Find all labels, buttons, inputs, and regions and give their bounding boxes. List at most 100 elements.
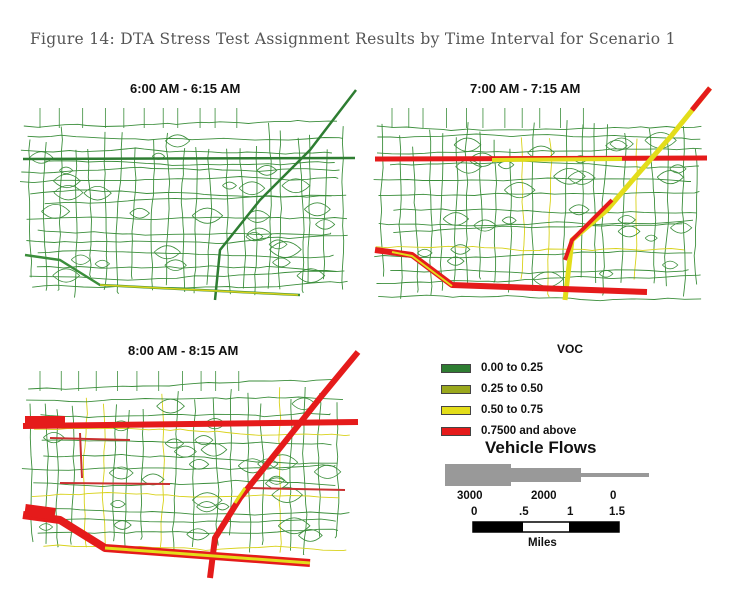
- road-segment: [44, 194, 347, 205]
- local-street: [315, 219, 336, 230]
- road-segment: [34, 427, 350, 437]
- vehicle-flow-bar: [445, 464, 649, 486]
- local-street: [644, 234, 658, 242]
- road-segment: [20, 147, 332, 155]
- road-segment: [130, 147, 137, 280]
- road-segment: [376, 147, 702, 155]
- local-street: [605, 139, 628, 152]
- local-street: [504, 182, 536, 199]
- road-segment: [520, 137, 526, 280]
- network-map-0800: [21, 350, 361, 579]
- road-segment: [377, 133, 701, 140]
- local-street: [446, 256, 465, 266]
- road-segment: [254, 145, 258, 296]
- road-segment: [26, 396, 344, 403]
- legend-swatch: [441, 363, 471, 373]
- road-segment: [508, 148, 513, 293]
- road-segment: [159, 393, 165, 551]
- legend-label: 0.00 to 0.25: [481, 362, 544, 374]
- road-segment: [28, 377, 336, 390]
- freeway-corridor: [690, 86, 712, 112]
- road-segment: [44, 160, 335, 166]
- local-street: [296, 268, 326, 283]
- road-segment: [373, 177, 691, 182]
- road-segment: [82, 397, 88, 548]
- road-segment: [32, 518, 336, 523]
- local-street: [174, 445, 197, 458]
- road-segment: [21, 166, 340, 174]
- road-segment: [592, 123, 597, 284]
- local-street: [153, 245, 181, 260]
- map-panel-0600: 6:00 AM - 6:15 AM: [20, 80, 365, 310]
- local-street: [553, 167, 586, 185]
- local-street: [277, 517, 311, 535]
- local-street: [188, 459, 210, 470]
- road-segment: [26, 508, 350, 516]
- local-street: [568, 204, 590, 216]
- local-street: [617, 215, 636, 225]
- road-segment: [664, 139, 669, 287]
- road-segment: [323, 149, 328, 280]
- freeway-corridor: [22, 419, 359, 429]
- road-segment: [620, 132, 627, 283]
- road-segment: [103, 131, 108, 291]
- road-segment: [26, 234, 348, 245]
- flow-label-3000: 3000: [457, 490, 483, 502]
- local-street: [442, 212, 470, 226]
- road-segment: [376, 125, 702, 131]
- local-street: [192, 492, 223, 508]
- local-street: [417, 248, 433, 257]
- scale-unit-label: Miles: [528, 537, 557, 549]
- road-segment: [212, 398, 220, 546]
- road-segment: [453, 137, 459, 287]
- legend-item-voc-low: 0.00 to 0.25: [441, 361, 543, 375]
- local-street: [245, 231, 264, 242]
- road-segment: [307, 134, 311, 283]
- local-street: [156, 398, 185, 414]
- road-segment: [317, 393, 322, 537]
- road-segment: [33, 479, 336, 488]
- local-street: [194, 435, 214, 446]
- road-segment: [37, 229, 332, 236]
- local-street: [113, 520, 132, 530]
- legend-title: VOC: [557, 342, 584, 356]
- local-street: [83, 185, 112, 201]
- legend-item-voc-mid-high: 0.50 to 0.75: [441, 403, 543, 417]
- local-street: [450, 244, 471, 255]
- local-street: [200, 442, 228, 457]
- legend-swatch: [441, 426, 471, 436]
- road-segment: [29, 403, 34, 543]
- road-segment: [41, 439, 332, 446]
- local-street: [59, 166, 74, 175]
- legend-item-voc-high: 0.7500 and above: [441, 424, 576, 438]
- flow-label-0: 0: [610, 490, 617, 502]
- legend-label: 0.25 to 0.50: [481, 383, 544, 395]
- road-segment: [36, 265, 337, 272]
- local-street: [53, 184, 84, 201]
- road-segment: [21, 464, 336, 471]
- local-street: [165, 134, 191, 148]
- local-street: [501, 216, 517, 225]
- local-street: [108, 466, 134, 480]
- road-segment: [334, 402, 340, 539]
- local-street: [222, 181, 237, 190]
- local-street: [38, 523, 54, 531]
- arterial-congested: [49, 437, 131, 441]
- freeway-corridor: [391, 251, 453, 287]
- freeway-corridor: [24, 504, 56, 520]
- road-segment: [57, 126, 63, 291]
- road-segment: [393, 208, 697, 214]
- local-street: [191, 207, 224, 224]
- scale-bar: [472, 521, 620, 533]
- local-street: [304, 202, 331, 217]
- local-street: [186, 528, 210, 541]
- local-street: [656, 170, 685, 185]
- road-segment: [378, 294, 702, 302]
- scale-label-1: 1: [567, 506, 574, 518]
- road-segment: [693, 148, 698, 285]
- local-street: [52, 268, 81, 283]
- road-segment: [165, 132, 171, 286]
- road-segment: [464, 122, 469, 289]
- road-segment: [42, 142, 48, 291]
- vehicle-flows-title: Vehicle Flows: [485, 438, 597, 457]
